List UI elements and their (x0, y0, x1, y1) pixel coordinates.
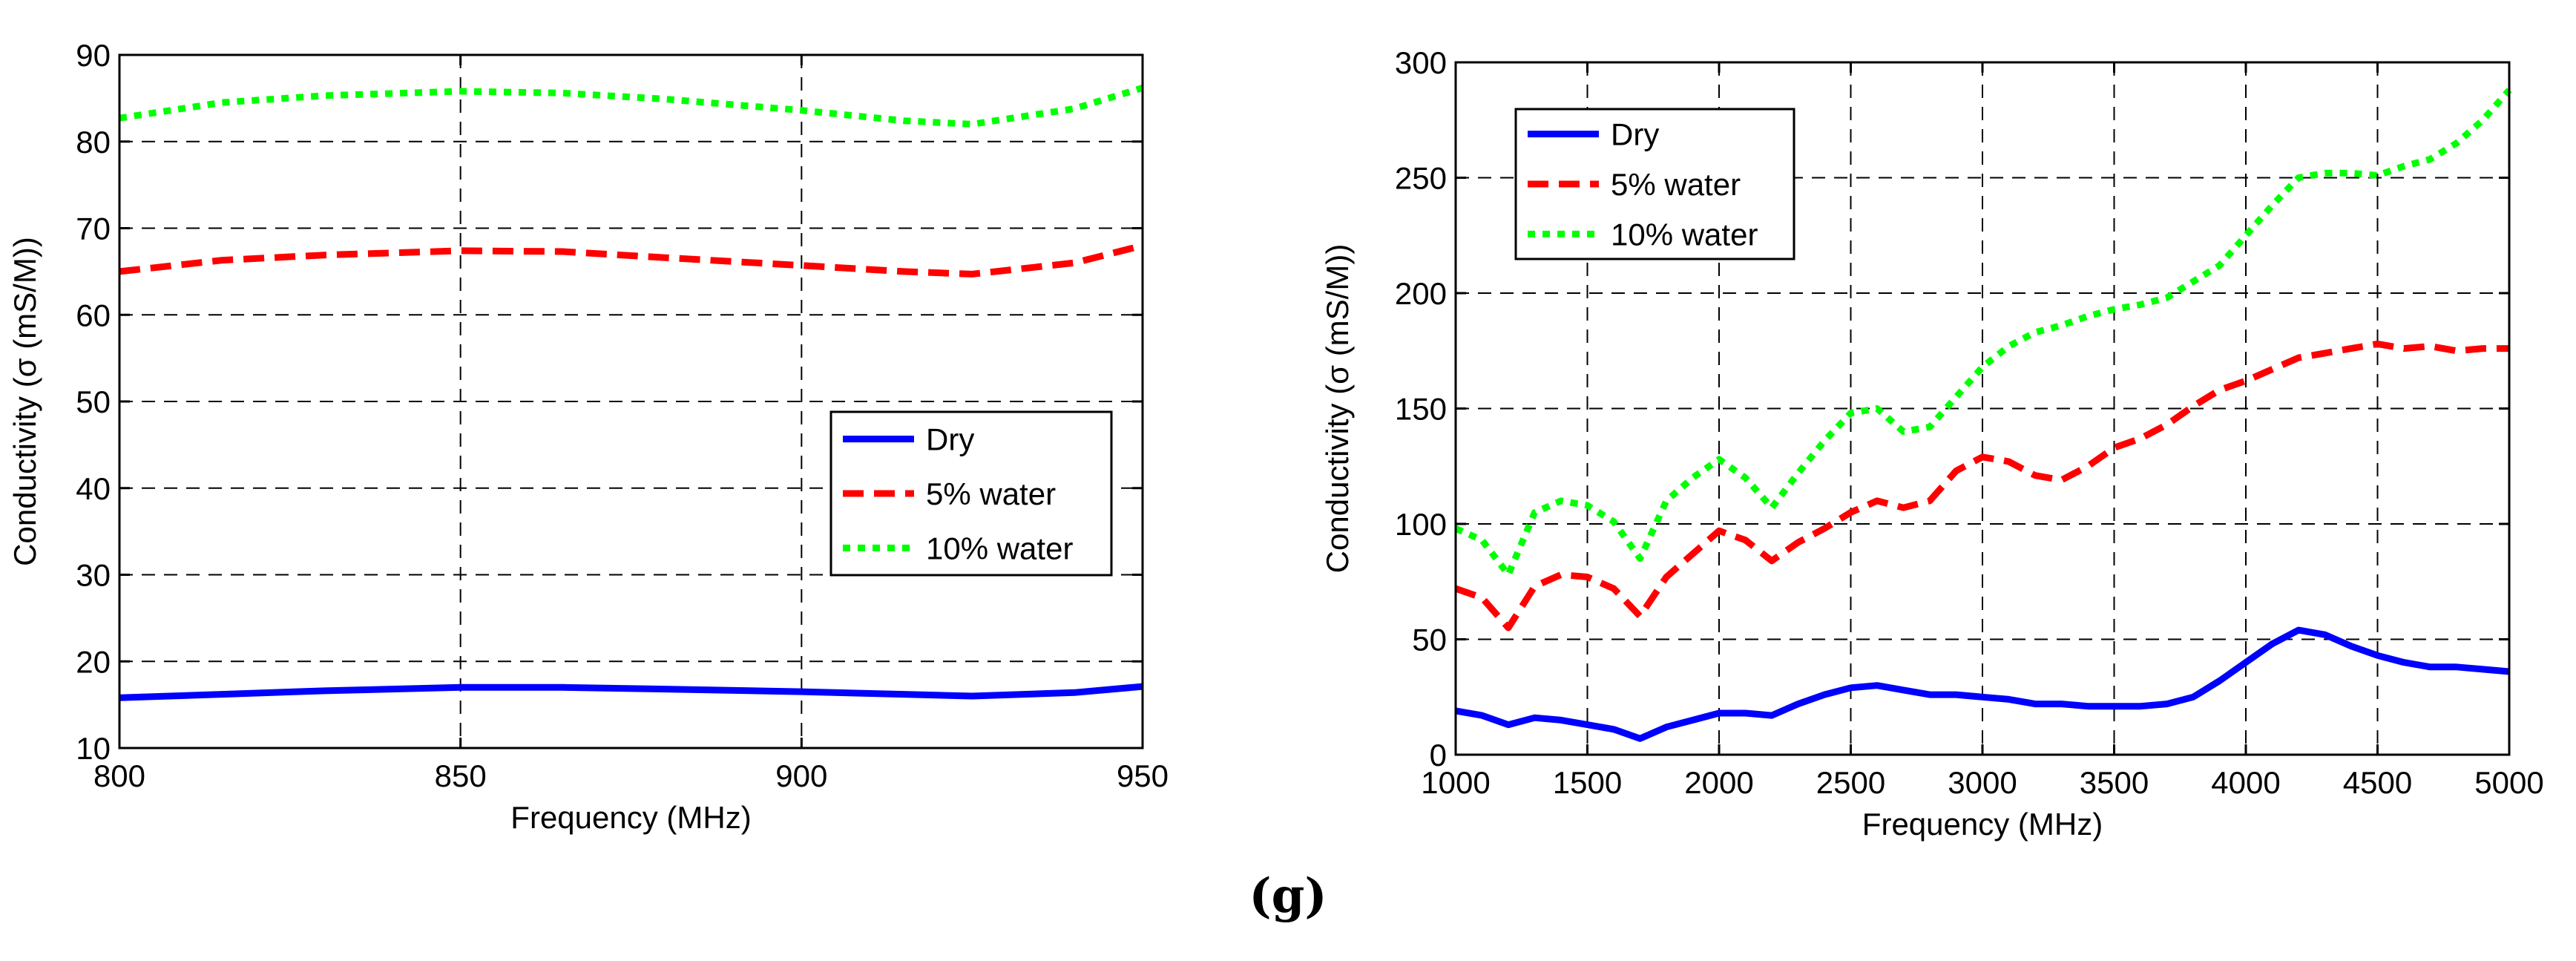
x-tick-label: 4000 (2211, 765, 2280, 800)
series-line-dry (1455, 626, 2510, 742)
series-line-water10 (1454, 88, 2512, 578)
chart-right-conductivity-1000-5000mhz: 1000 1500 2000 2500 3000 3500 4000 4500 5000 0 50 1… (1320, 45, 2544, 842)
y-tick-label: 60 (76, 298, 111, 332)
x-tick-label: 850 (435, 758, 487, 793)
chart-left-conductivity-800-950mhz: 800 850 900 950 10 20 30 40 50 60 70 80 90 Frequency … (7, 38, 1169, 835)
x-tick-label: 4500 (2343, 765, 2412, 800)
y-tick-label: 90 (76, 38, 111, 73)
legend-label-water5: 5% water (926, 476, 1056, 511)
x-tick-label: 1000 (1421, 765, 1490, 800)
y-axis-label: Conductivity (σ (mS/M)) (1320, 244, 1355, 574)
y-tick-label: 250 (1395, 161, 1447, 196)
x-tick-label: 3000 (1948, 765, 2017, 800)
x-axis-label: Frequency (MHz) (510, 800, 751, 835)
x-tick-label: 800 (93, 758, 145, 793)
y-tick-label: 30 (76, 558, 111, 593)
y-tick-label: 80 (76, 125, 111, 160)
x-axis-label: Frequency (MHz) (1862, 807, 2103, 842)
y-tick-label: 100 (1395, 507, 1447, 542)
x-tick-label: 2500 (1816, 765, 1885, 800)
y-tick-label: 200 (1395, 276, 1447, 311)
legend-label-dry: Dry (1611, 117, 1659, 152)
x-tick-label: 950 (1117, 758, 1169, 793)
y-tick-label: 20 (76, 644, 111, 679)
legend-label-water10: 10% water (926, 531, 1073, 565)
y-tick-label: 300 (1395, 45, 1447, 80)
figure-caption: (g) (1249, 868, 1327, 924)
series-line-water5 (1454, 340, 2509, 632)
legend-label-water10: 10% water (1611, 217, 1758, 252)
x-tick-label: 1500 (1553, 765, 1622, 800)
y-tick-label: 10 (76, 731, 111, 766)
x-tick-label: 2000 (1684, 765, 1753, 800)
y-tick-label: 150 (1395, 392, 1447, 427)
legend-label-dry: Dry (926, 422, 974, 457)
legend: Dry 5% water 10% water (1514, 108, 1795, 260)
y-axis-label: Conductivity (σ (mS/M)) (7, 237, 42, 566)
y-tick-label: 50 (76, 384, 111, 419)
series-line-water5 (119, 242, 1144, 278)
y-tick-label: 40 (76, 471, 111, 506)
series-line-dry (119, 683, 1143, 701)
y-tick-label: 70 (76, 211, 111, 246)
legend: Dry 5% water 10% water (829, 410, 1113, 577)
legend-label-water5: 5% water (1611, 167, 1741, 202)
x-tick-label: 3500 (2080, 765, 2149, 800)
x-tick-label: 900 (775, 758, 827, 793)
y-tick-label: 50 (1412, 623, 1447, 657)
y-tick-label: 0 (1430, 738, 1447, 773)
x-tick-label: 5000 (2474, 765, 2543, 800)
